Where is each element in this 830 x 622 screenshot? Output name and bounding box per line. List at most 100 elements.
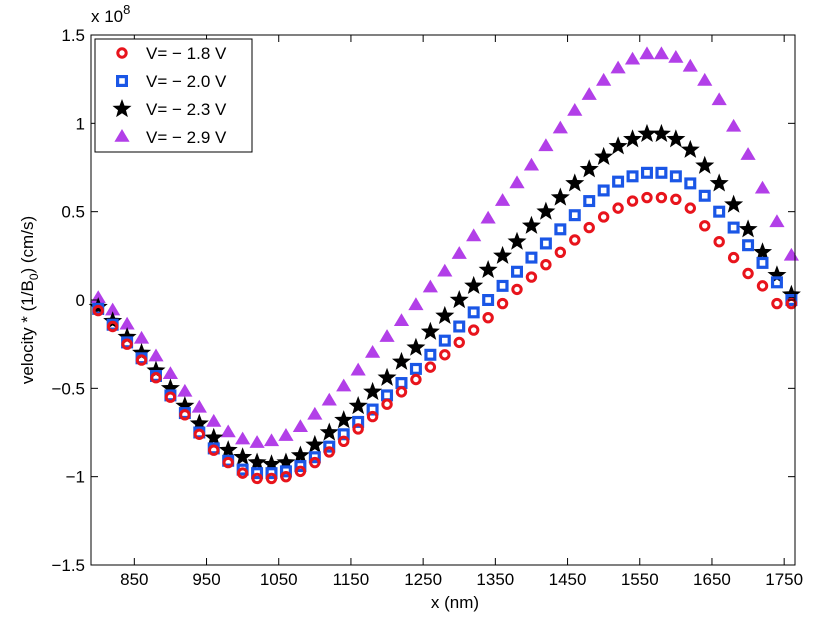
data-point xyxy=(511,265,524,278)
y-axis-label-sub: 0 xyxy=(27,273,41,280)
data-point xyxy=(449,290,469,309)
data-point xyxy=(724,194,744,213)
y-axis-label-main: velocity * (1/B xyxy=(18,280,37,384)
data-point xyxy=(294,460,307,473)
data-point xyxy=(482,311,494,324)
data-point xyxy=(160,378,180,397)
data-point xyxy=(626,195,639,207)
exponent-base: x 10 xyxy=(91,7,123,26)
data-point xyxy=(655,166,668,179)
data-point xyxy=(785,297,798,310)
data-point xyxy=(365,345,381,358)
axes: 850 950 1050 1150 1250 1350 1450 1550 1650 1750 −1… xyxy=(51,26,803,589)
data-point xyxy=(713,236,725,248)
data-point xyxy=(507,231,527,250)
x-tick-label: 1350 xyxy=(476,570,514,589)
data-point xyxy=(117,327,137,346)
data-point xyxy=(379,329,395,342)
data-point xyxy=(596,72,612,86)
data-point xyxy=(770,276,783,289)
data-point xyxy=(756,256,769,269)
data-point xyxy=(262,454,282,473)
data-point xyxy=(393,313,410,326)
data-point xyxy=(206,413,222,427)
data-point xyxy=(668,49,684,63)
data-point xyxy=(738,219,758,238)
data-point xyxy=(771,297,783,310)
data-point xyxy=(395,386,408,398)
x-tick-label: 1650 xyxy=(693,570,731,589)
data-marks xyxy=(88,46,801,485)
data-point xyxy=(280,470,292,483)
data-point xyxy=(496,279,509,292)
data-point xyxy=(334,410,354,429)
data-point xyxy=(653,46,670,60)
data-point xyxy=(539,237,552,250)
data-point xyxy=(121,338,133,350)
data-point xyxy=(583,195,596,208)
x-tick-label: 1250 xyxy=(404,570,442,589)
data-point xyxy=(420,321,440,340)
legend-marker xyxy=(112,99,132,118)
data-point xyxy=(467,324,480,336)
data-point xyxy=(756,280,769,292)
data-point xyxy=(164,391,177,403)
x-tick-label: 1550 xyxy=(621,570,659,589)
data-point xyxy=(554,246,567,259)
data-point xyxy=(265,467,278,480)
data-point xyxy=(567,102,583,116)
data-point xyxy=(424,361,437,373)
data-point xyxy=(610,60,626,74)
data-point xyxy=(742,267,754,280)
data-point xyxy=(670,193,682,206)
data-point xyxy=(639,46,655,60)
data-point xyxy=(581,87,597,100)
legend-marker xyxy=(115,74,128,87)
data-point xyxy=(263,433,280,447)
data-point xyxy=(655,191,668,204)
data-point xyxy=(740,147,756,160)
data-point xyxy=(352,415,365,428)
data-point xyxy=(493,245,513,264)
data-point xyxy=(290,445,310,464)
data-point xyxy=(651,123,671,143)
x-tick-label: 1150 xyxy=(333,570,370,589)
data-point xyxy=(175,396,195,415)
data-point xyxy=(624,51,641,65)
legend: V= − 1.8 V V= − 2.0 V V= − 2.3 V V= − 2.9 V xyxy=(94,38,253,153)
data-point xyxy=(521,215,541,234)
data-point xyxy=(523,157,540,171)
data-point xyxy=(363,381,383,400)
y-axis-label-tail: ) (cm/s) xyxy=(18,216,37,274)
data-point xyxy=(350,362,366,376)
data-point xyxy=(466,228,482,242)
data-point xyxy=(177,383,193,397)
data-point xyxy=(753,242,773,261)
data-point xyxy=(92,304,104,317)
data-point xyxy=(453,320,466,333)
data-point xyxy=(279,465,292,478)
data-point xyxy=(569,234,581,246)
y-tick-label: 1 xyxy=(76,114,85,133)
data-point xyxy=(727,221,740,234)
legend-label: V= − 2.9 V xyxy=(146,128,227,147)
data-point xyxy=(235,431,251,445)
x-tick-label: 850 xyxy=(120,570,148,589)
y-tick-label: −1 xyxy=(66,468,85,487)
y-axis-label: velocity * (1/B0) (cm/s) xyxy=(18,216,41,384)
data-point xyxy=(682,58,698,72)
data-point xyxy=(583,221,595,234)
data-point xyxy=(467,306,480,319)
y-tick-label: −1.5 xyxy=(51,556,85,575)
data-point xyxy=(713,205,726,218)
data-point xyxy=(612,202,624,214)
data-point xyxy=(754,180,771,194)
data-point xyxy=(742,239,755,252)
data-point xyxy=(208,444,220,456)
data-point xyxy=(189,413,209,432)
data-point xyxy=(552,120,568,134)
data-point xyxy=(106,320,119,333)
data-point xyxy=(323,440,336,453)
data-point xyxy=(540,258,552,271)
